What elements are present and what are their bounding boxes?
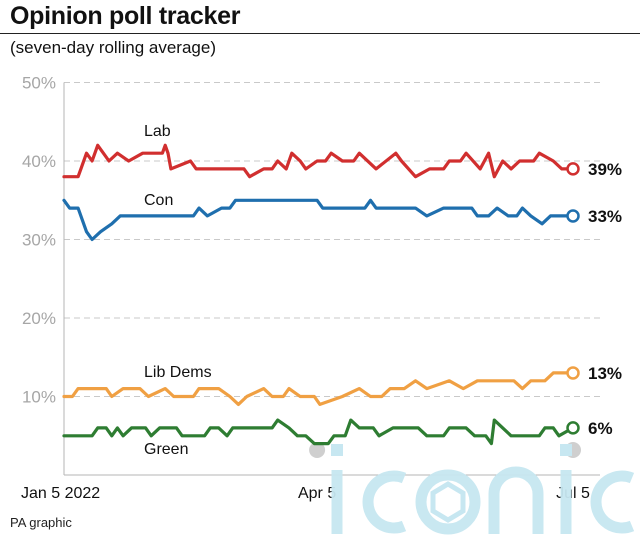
series-end-value: 39% (588, 160, 622, 179)
series-line-green (62, 418, 575, 446)
y-tick-label: 50% (22, 74, 56, 93)
labels: 10%20%30%40%50%Jan 5 2022 Apr 5 Jul 539%33… (21, 74, 622, 503)
title-rule (0, 33, 640, 34)
series-name-label: Lib Dems (144, 364, 212, 381)
series-end-value: 6% (588, 419, 613, 438)
x-tick-label: Jan 5 2022 (21, 485, 100, 502)
series-lines (62, 143, 580, 446)
y-tick-label: 20% (22, 309, 56, 328)
watermark-logo (331, 444, 635, 535)
y-tick-label: 40% (22, 152, 56, 171)
series-end-marker (566, 421, 580, 435)
series-end-marker (566, 366, 580, 380)
x-tick-label: Apr 5 (298, 485, 336, 502)
y-tick-label: 30% (22, 231, 56, 250)
source-credit: PA graphic (10, 515, 72, 530)
series-name-label: Lab (144, 123, 171, 140)
series-end-value: 33% (588, 207, 622, 226)
axes (63, 82, 600, 476)
time-marker-dot (309, 442, 326, 458)
series-name-label: Con (144, 192, 173, 209)
series-name-label: Green (144, 441, 188, 458)
series-line-lab (62, 143, 575, 179)
y-tick-label: 10% (22, 388, 56, 407)
chart-subtitle: (seven-day rolling average) (10, 38, 216, 57)
series-end-value: 13% (588, 364, 622, 383)
series-end-marker (566, 162, 580, 176)
chart-title: Opinion poll tracker (10, 2, 241, 30)
series-line-lib-dems (62, 371, 575, 406)
series-end-marker (566, 209, 580, 223)
series-line-con (62, 198, 575, 242)
